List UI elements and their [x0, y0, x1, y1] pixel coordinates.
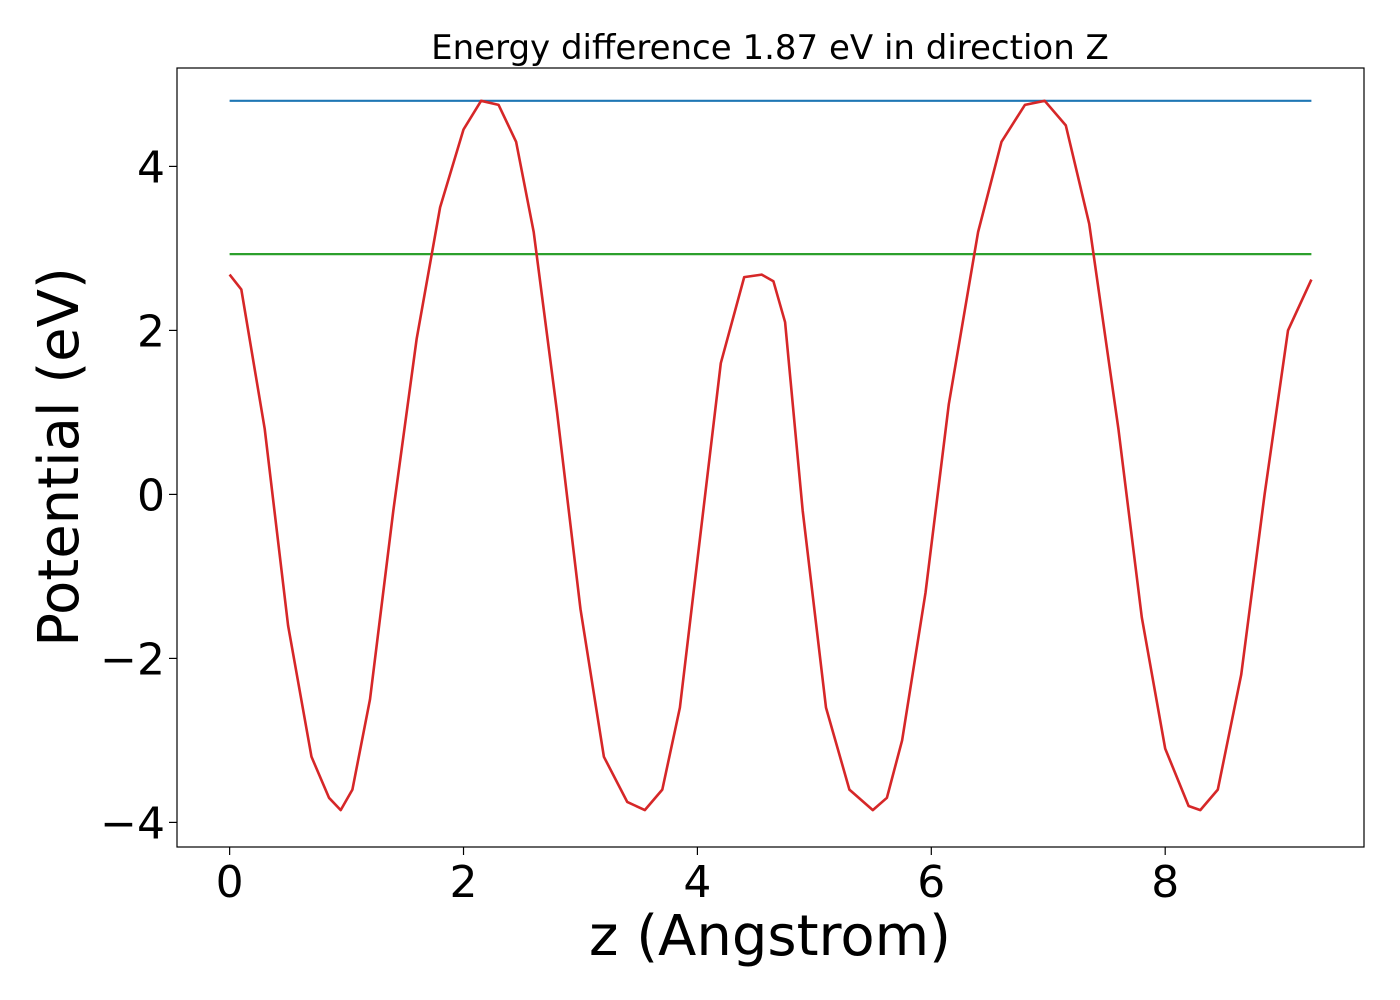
x-tick-label: 8	[1151, 857, 1179, 908]
chart-title: Energy difference 1.87 eV in direction Z	[431, 28, 1109, 68]
series-line-3	[228, 99, 1313, 812]
x-tick-label: 0	[216, 857, 244, 908]
y-tick-label: 0	[137, 470, 165, 521]
plot-frame	[176, 67, 1365, 848]
x-tick-label: 4	[683, 857, 711, 908]
x-tick-label: 2	[450, 857, 478, 908]
y-tick-label: −2	[100, 634, 165, 685]
plot-area	[228, 99, 1313, 812]
y-tick-label: 4	[137, 142, 165, 193]
x-axis: 0 2 4 6 8	[216, 847, 1179, 908]
x-tick-label: 6	[917, 857, 945, 908]
x-axis-label: z (Angstrom)	[589, 904, 951, 969]
y-tick-label: 2	[137, 306, 165, 357]
y-axis-label: Potential (eV)	[27, 267, 92, 647]
y-tick-label: −4	[100, 798, 165, 849]
y-axis: −4 −2 0 2 4	[100, 142, 177, 849]
